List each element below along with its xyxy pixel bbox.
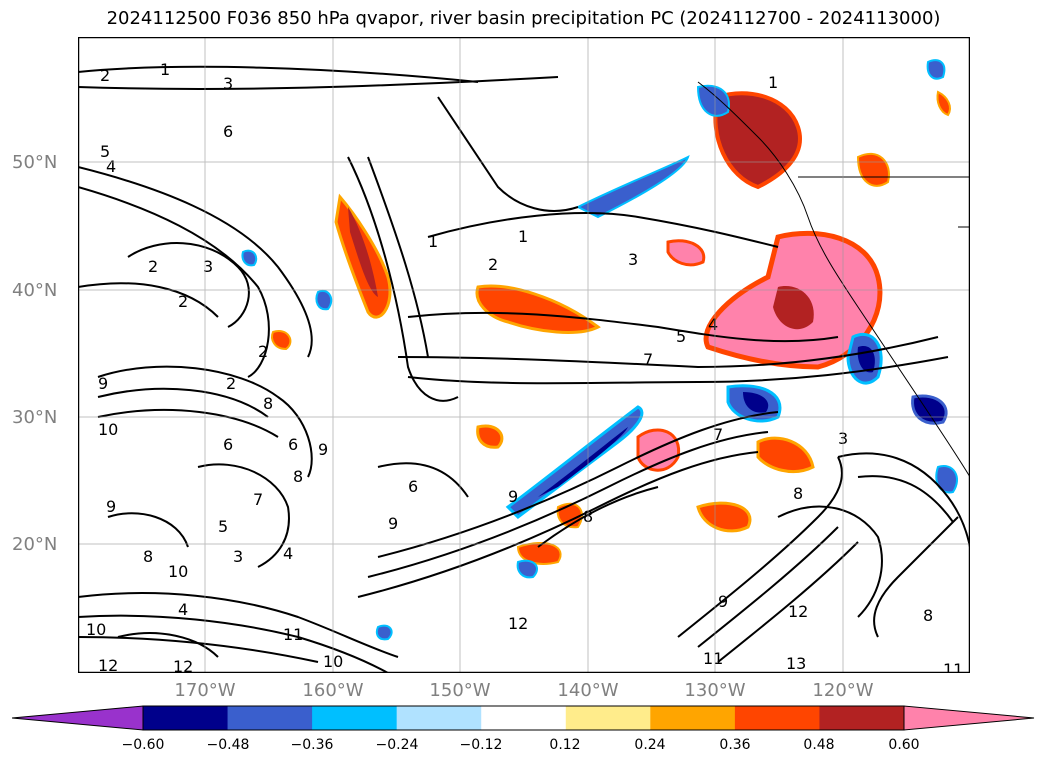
contour-label: 6 [288,435,298,454]
colorbar-tick-label: 0.12 [549,737,581,753]
contour-label: 11 [943,660,963,673]
contour-label: 11 [283,625,303,644]
lat-label-40n: 40°N [12,280,58,301]
positive-precip-shading [271,90,951,565]
contour-label: 2 [100,66,110,85]
colorbar-tick-label: −0.24 [375,737,419,753]
contour-label: 9 [388,514,398,533]
contour-label: 2 [178,292,188,311]
contour-label: 12 [788,602,808,621]
contour-label: 7 [253,490,263,509]
colorbar-tick-label: −0.36 [290,737,334,753]
colorbar-tick-label: −0.48 [206,737,250,753]
contour-label: 2 [258,342,268,361]
colorbar-frame [142,705,905,731]
contour-label: 5 [100,142,110,161]
colorbar-extend-high [903,705,1035,731]
lon-label-160w: 160°W [302,680,364,701]
contour-label: 3 [223,74,233,93]
contour-label: 3 [628,250,638,269]
contour-label: 12 [98,656,118,673]
map-canvas[interactable]: 2 1 3 6 5 4 1 1 2 2 3 2 3 5 4 7 1 2 2 9 … [78,37,970,673]
colorbar-tick-label: 0.60 [888,737,920,753]
contour-label: 4 [283,544,293,563]
contour-label: 9 [318,440,328,459]
contour-label: 6 [408,477,418,496]
colorbar-extend-low [12,705,144,731]
contour-label: 13 [786,654,806,673]
contour-label: 8 [143,547,153,566]
contour-label: 9 [508,487,518,506]
contour-label: 5 [676,327,686,346]
contour-label: 7 [643,350,653,369]
contour-label: 10 [168,562,188,581]
contour-label: 8 [923,606,933,625]
contour-label: 3 [233,547,243,566]
colorbar-tick-label: −0.12 [459,737,503,753]
lat-label-30n: 30°N [12,407,58,428]
colorbar-segment [312,706,398,730]
contour-label: 9 [98,374,108,393]
figure-title: 2024112500 F036 850 hPa qvapor, river ba… [106,8,941,29]
colorbar-tick-label: 0.36 [719,737,751,753]
lon-label-170w: 170°W [174,680,236,701]
contour-label: 2 [148,257,158,276]
contour-label: 2 [226,374,236,393]
contour-label: 7 [713,425,723,444]
gridlines [78,37,970,673]
colorbar-segment [227,706,313,730]
contour-label: 6 [223,435,233,454]
lon-label-150w: 150°W [429,680,491,701]
contour-label: 12 [508,614,528,633]
contour-label: 10 [98,420,118,439]
contour-label: 4 [178,600,188,619]
lon-label-130w: 130°W [684,680,746,701]
colorbar-tick-label: 0.48 [803,737,835,753]
contour-label: 4 [708,315,718,334]
lat-label-50n: 50°N [12,152,58,173]
colorbar-segment [565,706,651,730]
lat-label-20n: 20°N [12,534,58,555]
contour-label: 11 [703,649,723,668]
lon-label-120w: 120°W [812,680,874,701]
qvapor-contours [78,65,970,673]
contour-label: 5 [218,517,228,536]
map-panel[interactable]: 2 1 3 6 5 4 1 1 2 2 3 2 3 5 4 7 1 2 2 9 … [78,37,970,673]
colorbar-segment [481,706,567,730]
contour-label: 4 [106,157,116,176]
colorbar-tick-label: 0.24 [634,737,666,753]
contour-label: 6 [223,122,233,141]
coastlines [697,81,970,478]
contour-label: 1 [518,227,528,246]
colorbar [12,705,1035,731]
contour-label: 2 [488,255,498,274]
lon-label-140w: 140°W [557,680,619,701]
colorbar-tick-label: −0.60 [121,737,165,753]
contour-label: 3 [203,257,213,276]
contour-label: 1 [428,232,438,251]
contour-label: 8 [263,394,273,413]
map-frame [78,37,970,673]
negative-precip-shading [241,59,958,641]
colorbar-segment [396,706,482,730]
contour-label: 9 [718,592,728,611]
contour-label: 10 [86,620,106,639]
colorbar-segment [143,706,229,730]
contour-label: 1 [160,60,170,79]
colorbar-segment [819,706,905,730]
contour-label: 1 [768,73,778,92]
contour-label: 8 [793,484,803,503]
colorbar-segment [650,706,736,730]
contour-label: 9 [106,497,116,516]
contour-label: 8 [293,467,303,486]
colorbar-segment [734,706,820,730]
contour-label: 12 [173,657,193,673]
contour-labels: 2 1 3 6 5 4 1 1 2 2 3 2 3 5 4 7 1 2 2 9 … [86,60,963,673]
